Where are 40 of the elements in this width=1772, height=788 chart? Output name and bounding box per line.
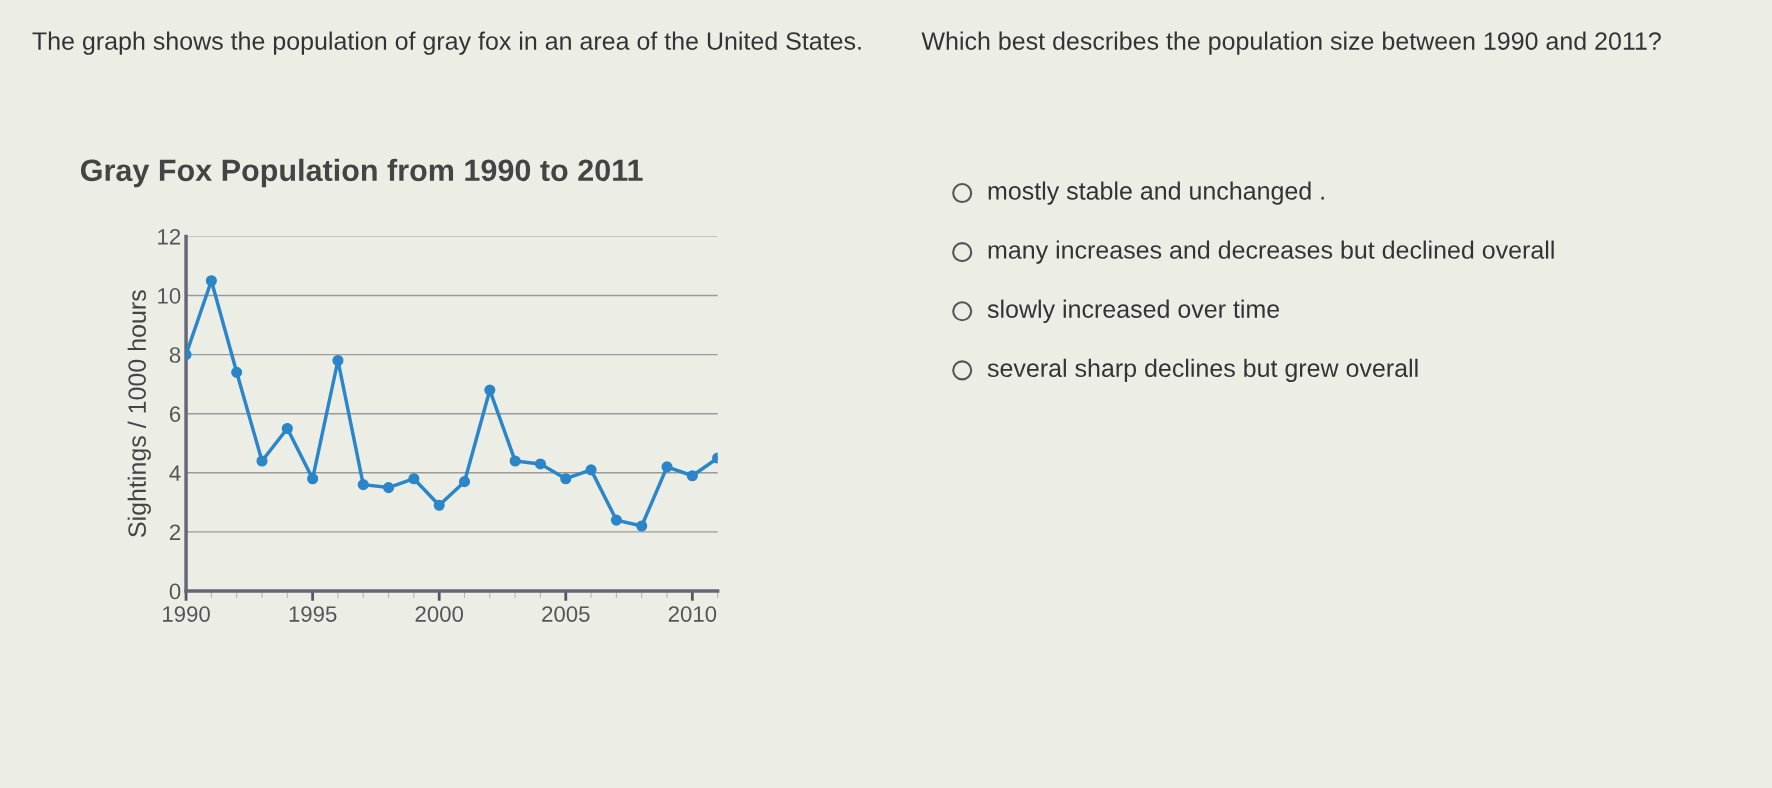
text: many increases and decreases but declined overall	[988, 240, 1554, 264]
point	[610, 514, 622, 526]
y-tick-label: 4	[169, 465, 181, 481]
point	[256, 455, 268, 467]
x-tick-label: 2010	[668, 606, 717, 622]
x-tick-label: 1990	[163, 606, 210, 622]
text: mostly stable and unchanged .	[988, 181, 1324, 205]
point	[484, 384, 496, 396]
x-tick-label: 2000	[415, 606, 464, 622]
point	[383, 482, 395, 494]
point	[458, 476, 471, 488]
y-tick-label: 0	[169, 583, 181, 600]
x-tick-label: 1995	[289, 606, 337, 622]
point	[636, 520, 648, 532]
point	[281, 422, 293, 435]
point	[509, 455, 521, 467]
text: The graph shows the population of gray fox in an area of the United States.	[32, 31, 861, 55]
point	[332, 354, 344, 367]
point	[408, 473, 420, 485]
y-tick-label: 10	[158, 288, 181, 304]
point	[307, 473, 319, 485]
y-tick-label: 6	[169, 406, 181, 422]
chart-title: Gray Fox Population from 1990 to 2011	[81, 158, 643, 188]
point	[534, 458, 547, 470]
y-tick-label: 12	[158, 228, 181, 245]
point	[661, 461, 673, 473]
text: slowly increased over time	[987, 299, 1280, 323]
y-tick-label: 8	[169, 347, 181, 363]
point	[433, 499, 445, 511]
text: several sharp declines but grew overall	[987, 358, 1418, 383]
point	[585, 464, 597, 476]
x-tick-label: 2005	[542, 606, 590, 622]
point	[231, 366, 243, 378]
point	[686, 470, 698, 482]
point	[205, 275, 217, 287]
point	[560, 473, 572, 485]
text: Which best describes the population size between 1990 and 2011?	[921, 31, 1661, 55]
point	[357, 479, 369, 491]
y-tick-label: 2	[169, 524, 181, 540]
y-axis-title: Sightings / 1000 hours	[127, 290, 151, 537]
